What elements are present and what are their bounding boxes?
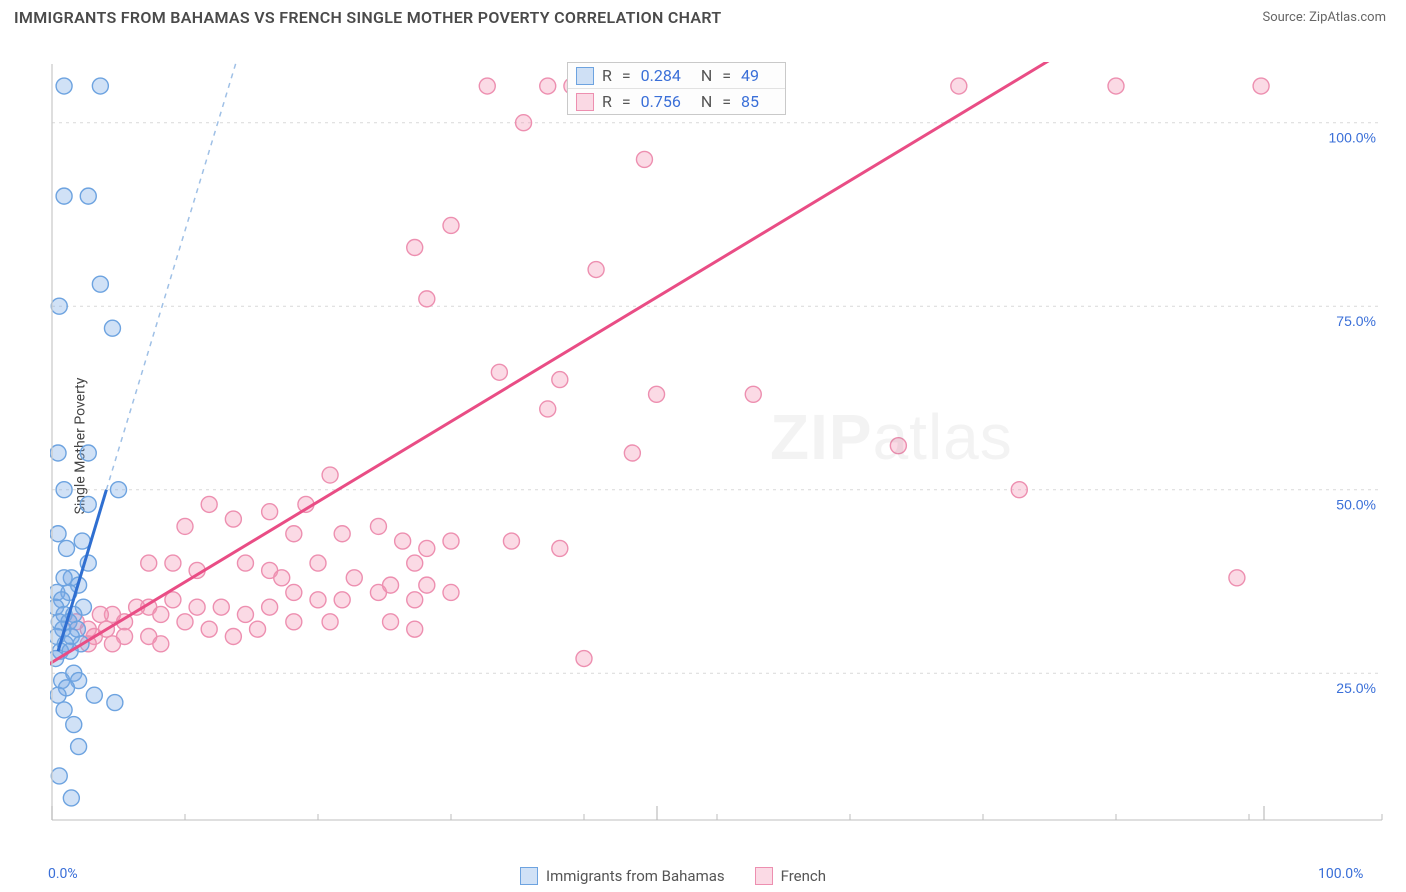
- stats-row-blue: R = 0.284 N = 49: [568, 63, 785, 89]
- r-value-pink: 0.756: [641, 92, 681, 111]
- plot-area: 25.0% 50.0% 75.0% 100.0%: [44, 50, 1389, 840]
- r-label: R: [602, 92, 612, 111]
- svg-text:50.0%: 50.0%: [1336, 497, 1376, 513]
- equals: =: [622, 66, 631, 85]
- equals: =: [622, 92, 631, 111]
- swatch-blue-icon: [576, 67, 594, 85]
- source-name: ZipAtlas.com: [1309, 10, 1386, 25]
- stats-row-pink: R = 0.756 N = 85: [568, 89, 785, 114]
- legend-swatch-blue-icon: [520, 867, 538, 885]
- swatch-pink-icon: [576, 93, 594, 111]
- equals: =: [722, 92, 731, 111]
- svg-text:25.0%: 25.0%: [1336, 680, 1376, 696]
- svg-text:100.0%: 100.0%: [1329, 130, 1376, 146]
- chart-header: IMMIGRANTS FROM BAHAMAS VS FRENCH SINGLE…: [0, 0, 1406, 31]
- svg-text:75.0%: 75.0%: [1336, 313, 1376, 329]
- r-label: R: [602, 66, 612, 85]
- n-value-blue: 49: [741, 66, 759, 85]
- legend-label-blue: Immigrants from Bahamas: [546, 867, 725, 885]
- legend-item-pink: French: [755, 867, 826, 885]
- n-value-pink: 85: [741, 92, 759, 111]
- correlation-stats-box: R = 0.284 N = 49 R = 0.756 N = 85: [567, 62, 786, 115]
- n-label: N: [701, 92, 712, 111]
- legend-item-blue: Immigrants from Bahamas: [520, 867, 725, 885]
- legend-label-pink: French: [781, 867, 826, 885]
- chart-source: Source: ZipAtlas.com: [1262, 10, 1386, 25]
- source-prefix: Source:: [1262, 10, 1309, 25]
- x-axis-min-label: 0.0%: [48, 866, 78, 882]
- chart-title: IMMIGRANTS FROM BAHAMAS VS FRENCH SINGLE…: [14, 8, 721, 27]
- r-value-blue: 0.284: [641, 66, 681, 85]
- scatter-plot-svg: 25.0% 50.0% 75.0% 100.0%: [44, 50, 1389, 840]
- x-axis-max-label: 100.0%: [1318, 866, 1363, 882]
- legend-swatch-pink-icon: [755, 867, 773, 885]
- legend: Immigrants from Bahamas French: [520, 867, 826, 885]
- n-label: N: [701, 66, 712, 85]
- equals: =: [722, 66, 731, 85]
